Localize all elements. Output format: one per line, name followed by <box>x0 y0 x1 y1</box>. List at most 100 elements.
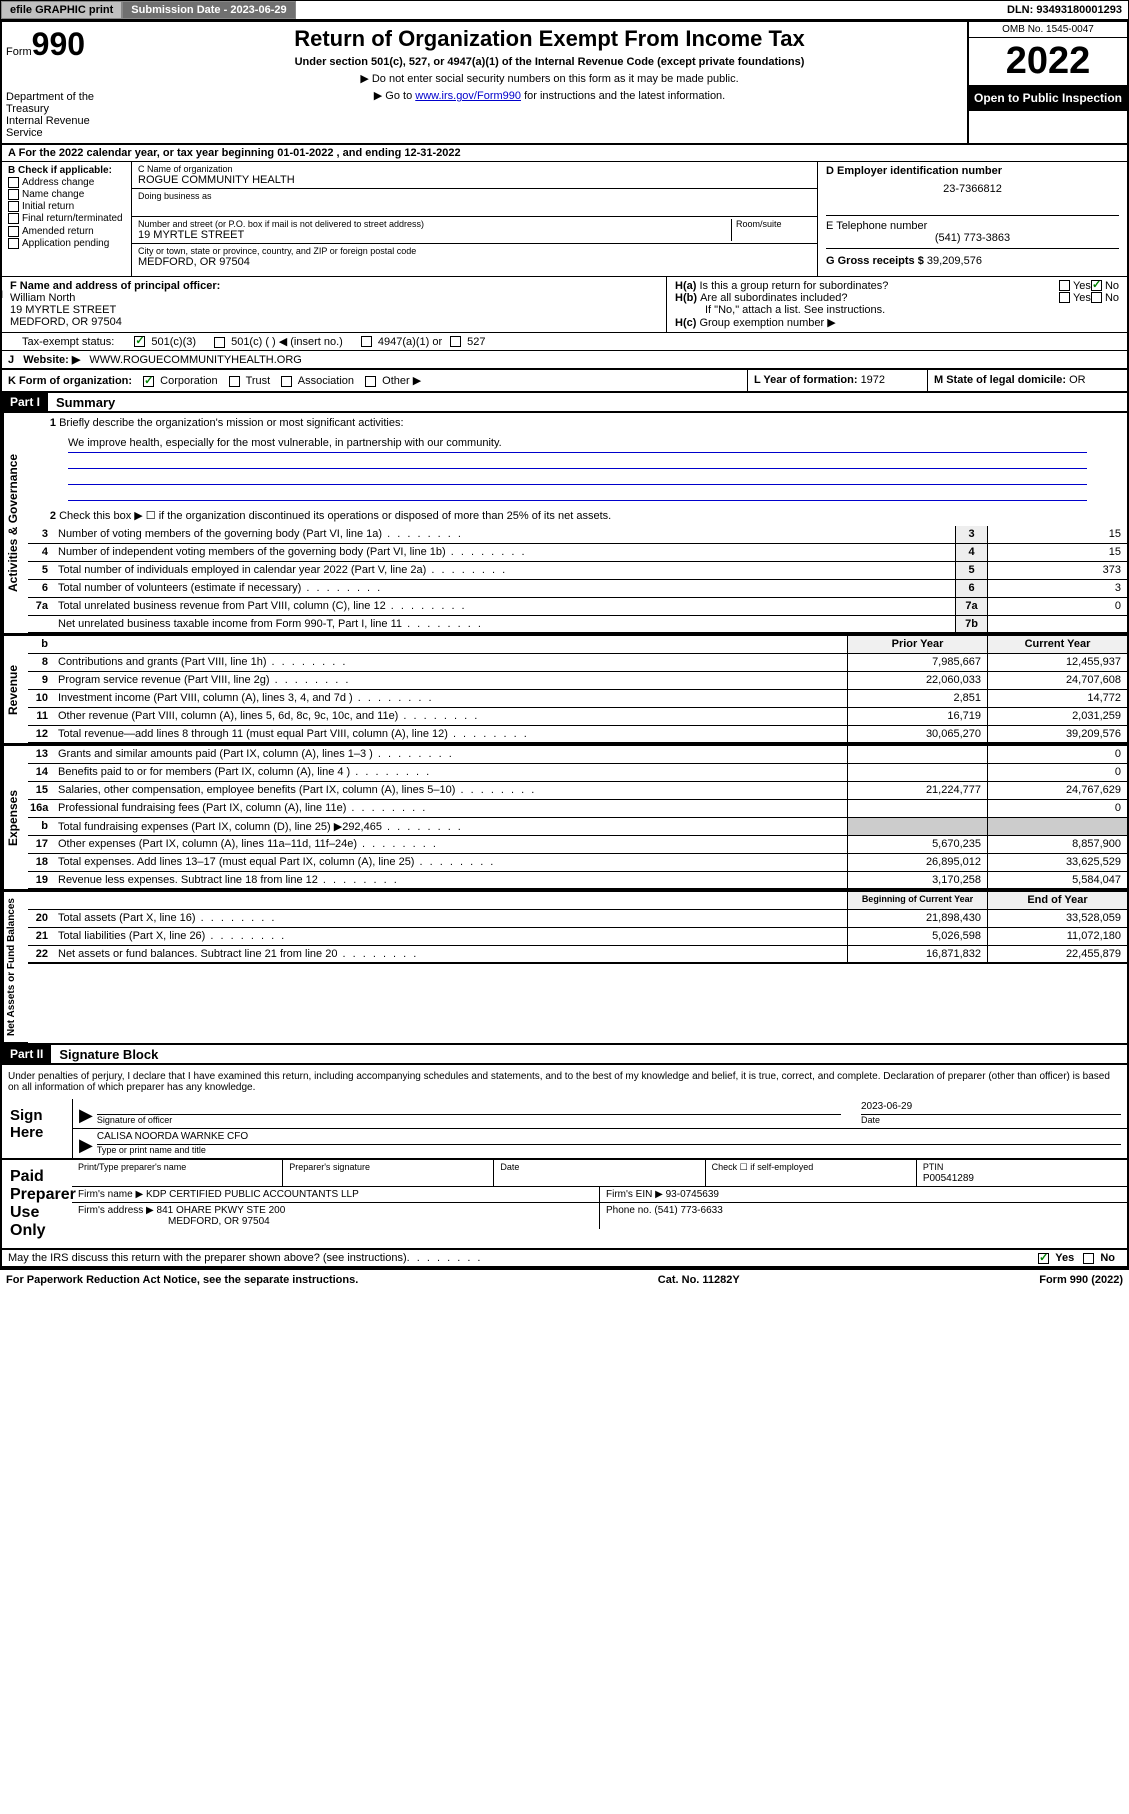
chk-initial-return[interactable] <box>8 201 19 212</box>
line-15: 15Salaries, other compensation, employee… <box>28 782 1127 800</box>
chk-527[interactable] <box>450 336 461 347</box>
efile-button[interactable]: efile GRAPHIC print <box>1 1 122 19</box>
submission-button[interactable]: Submission Date - 2023-06-29 <box>122 1 295 19</box>
line-13: 13Grants and similar amounts paid (Part … <box>28 746 1127 764</box>
ha-yes[interactable] <box>1059 280 1070 291</box>
part1-header: Part ISummary <box>2 393 1127 413</box>
ptin: P00541289 <box>923 1173 974 1184</box>
org-street: 19 MYRTLE STREET <box>138 229 731 241</box>
col-headers: b Prior Year Current Year <box>28 636 1127 654</box>
line-5: 5Total number of individuals employed in… <box>28 562 1127 580</box>
ein: 23-7366812 <box>826 183 1119 195</box>
tab-expenses: Expenses <box>2 746 28 890</box>
line-7b: Net unrelated business taxable income fr… <box>28 616 1127 634</box>
ha-no[interactable] <box>1091 280 1102 291</box>
dept-treasury: Department of the Treasury <box>6 91 128 115</box>
mission-text: We improve health, especially for the mo… <box>68 437 1087 453</box>
chk-501c[interactable] <box>214 337 225 348</box>
chk-corp[interactable] <box>143 376 154 387</box>
paid-preparer-label: Paid Preparer Use Only <box>2 1160 72 1248</box>
line-19: 19Revenue less expenses. Subtract line 1… <box>28 872 1127 890</box>
chk-trust[interactable] <box>229 376 240 387</box>
tab-governance: Activities & Governance <box>2 413 28 634</box>
line-k: K Form of organization: Corporation Trus… <box>2 370 747 391</box>
part2-header: Part IISignature Block <box>2 1043 1127 1065</box>
firm-addr1: 841 OHARE PKWY STE 200 <box>157 1205 286 1216</box>
org-name: ROGUE COMMUNITY HEALTH <box>138 174 811 186</box>
tab-revenue: Revenue <box>2 636 28 744</box>
website: WWW.ROGUECOMMUNITYHEALTH.ORG <box>89 354 301 366</box>
chk-other[interactable] <box>365 376 376 387</box>
note-ssn: ▶ Do not enter social security numbers o… <box>140 72 959 85</box>
irs-label: Internal Revenue Service <box>6 115 128 139</box>
discuss-yes[interactable] <box>1038 1253 1049 1264</box>
chk-501c3[interactable] <box>134 336 145 347</box>
line-8: 8Contributions and grants (Part VIII, li… <box>28 654 1127 672</box>
form-container: Form990 Department of the Treasury Inter… <box>0 20 1129 1270</box>
tax-year: 2022 <box>969 38 1127 85</box>
line-a: A For the 2022 calendar year, or tax yea… <box>2 145 1127 162</box>
form-header: Form990 Department of the Treasury Inter… <box>2 22 1127 145</box>
line-16a: 16aProfessional fundraising fees (Part I… <box>28 800 1127 818</box>
sig-arrow-icon: ▶ <box>79 1105 93 1126</box>
chk-final-return[interactable] <box>8 213 19 224</box>
note-link: ▶ Go to www.irs.gov/Form990 for instruct… <box>140 89 959 102</box>
line-21: 21Total liabilities (Part X, line 26) 5,… <box>28 928 1127 946</box>
sig-arrow-icon-2: ▶ <box>79 1135 93 1156</box>
line-18: 18Total expenses. Add lines 13–17 (must … <box>28 854 1127 872</box>
page-footer: For Paperwork Reduction Act Notice, see … <box>0 1270 1129 1290</box>
firm-phone: (541) 773-6633 <box>654 1205 722 1216</box>
sign-here-label: Sign Here <box>2 1099 72 1158</box>
line-i: I Tax-exempt status: 501(c)(3) 501(c) ( … <box>2 333 1127 351</box>
chk-name-change[interactable] <box>8 189 19 200</box>
section-c: C Name of organizationROGUE COMMUNITY HE… <box>132 162 817 276</box>
firm-name: KDP CERTIFIED PUBLIC ACCOUNTANTS LLP <box>146 1189 359 1200</box>
line-m: M State of legal domicile: OR <box>927 370 1127 391</box>
line-4: 4Number of independent voting members of… <box>28 544 1127 562</box>
line-20: 20Total assets (Part X, line 16) 21,898,… <box>28 910 1127 928</box>
chk-4947[interactable] <box>361 336 372 347</box>
gross-receipts: 39,209,576 <box>927 255 982 267</box>
officer-name: William North <box>10 292 658 304</box>
line-3: 3Number of voting members of the governi… <box>28 526 1127 544</box>
sign-date: 2023-06-29 <box>861 1101 1121 1115</box>
line-6: 6Total number of volunteers (estimate if… <box>28 580 1127 598</box>
form-subtitle: Under section 501(c), 527, or 4947(a)(1)… <box>140 56 959 68</box>
line-l: L Year of formation: 1972 <box>747 370 927 391</box>
section-deg: D Employer identification number23-73668… <box>817 162 1127 276</box>
line-9: 9Program service revenue (Part VIII, lin… <box>28 672 1127 690</box>
open-public-badge: Open to Public Inspection <box>969 85 1127 111</box>
section-h: H(a) Is this a group return for subordin… <box>667 277 1127 332</box>
line-7a: 7aTotal unrelated business revenue from … <box>28 598 1127 616</box>
phone: (541) 773-3863 <box>826 232 1119 244</box>
omb-number: OMB No. 1545-0047 <box>969 22 1127 38</box>
section-b: B Check if applicable: Address change Na… <box>2 162 132 276</box>
hb-no[interactable] <box>1091 292 1102 303</box>
line-b: bTotal fundraising expenses (Part IX, co… <box>28 818 1127 836</box>
penalty-text: Under penalties of perjury, I declare th… <box>2 1065 1127 1099</box>
org-city: MEDFORD, OR 97504 <box>138 256 811 268</box>
chk-amended[interactable] <box>8 226 19 237</box>
line-j: J Website: ▶ WWW.ROGUECOMMUNITYHEALTH.OR… <box>2 351 1127 370</box>
chk-app-pending[interactable] <box>8 238 19 249</box>
chk-address-change[interactable] <box>8 177 19 188</box>
irs-link[interactable]: www.irs.gov/Form990 <box>415 90 521 102</box>
section-f: F Name and address of principal officer:… <box>2 277 667 332</box>
chk-assoc[interactable] <box>281 376 292 387</box>
top-bar: efile GRAPHIC print Submission Date - 20… <box>0 0 1129 20</box>
col-headers2: Beginning of Current Year End of Year <box>28 892 1127 910</box>
firm-ein: 93-0745639 <box>666 1189 719 1200</box>
line-10: 10Investment income (Part VIII, column (… <box>28 690 1127 708</box>
line-22: 22Net assets or fund balances. Subtract … <box>28 946 1127 964</box>
form-number: Form990 <box>6 26 128 63</box>
hb-yes[interactable] <box>1059 292 1070 303</box>
discuss-no[interactable] <box>1083 1253 1094 1264</box>
tab-netassets: Net Assets or Fund Balances <box>2 892 28 1043</box>
form-title: Return of Organization Exempt From Incom… <box>140 26 959 52</box>
officer-name-title: CALISA NOORDA WARNKE CFO <box>97 1131 1121 1145</box>
discuss-line: May the IRS discuss this return with the… <box>2 1250 1127 1268</box>
line-11: 11Other revenue (Part VIII, column (A), … <box>28 708 1127 726</box>
line-14: 14Benefits paid to or for members (Part … <box>28 764 1127 782</box>
line-12: 12Total revenue—add lines 8 through 11 (… <box>28 726 1127 744</box>
dln-label: DLN: 93493180001293 <box>1001 2 1128 18</box>
